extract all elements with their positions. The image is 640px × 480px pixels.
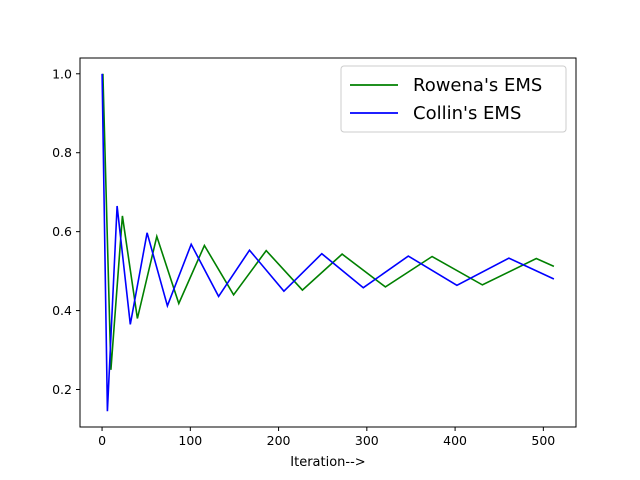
x-tick-label: 100 bbox=[178, 433, 202, 448]
x-tick-label: 500 bbox=[531, 433, 555, 448]
x-tick-label: 300 bbox=[355, 433, 379, 448]
y-tick-label: 0.2 bbox=[52, 382, 72, 397]
y-tick-label: 0.6 bbox=[52, 224, 72, 239]
y-tick-label: 0.8 bbox=[52, 145, 72, 160]
y-tick-label: 0.4 bbox=[52, 303, 72, 318]
legend-label: Collin's EMS bbox=[413, 103, 521, 124]
x-tick-label: 0 bbox=[98, 433, 106, 448]
x-axis-label: Iteration--> bbox=[290, 455, 365, 470]
x-tick-label: 400 bbox=[443, 433, 467, 448]
y-tick-label: 1.0 bbox=[52, 66, 72, 81]
legend-label: Rowena's EMS bbox=[413, 75, 542, 96]
x-tick-label: 200 bbox=[267, 433, 291, 448]
legend: Rowena's EMS Collin's EMS bbox=[341, 66, 566, 132]
